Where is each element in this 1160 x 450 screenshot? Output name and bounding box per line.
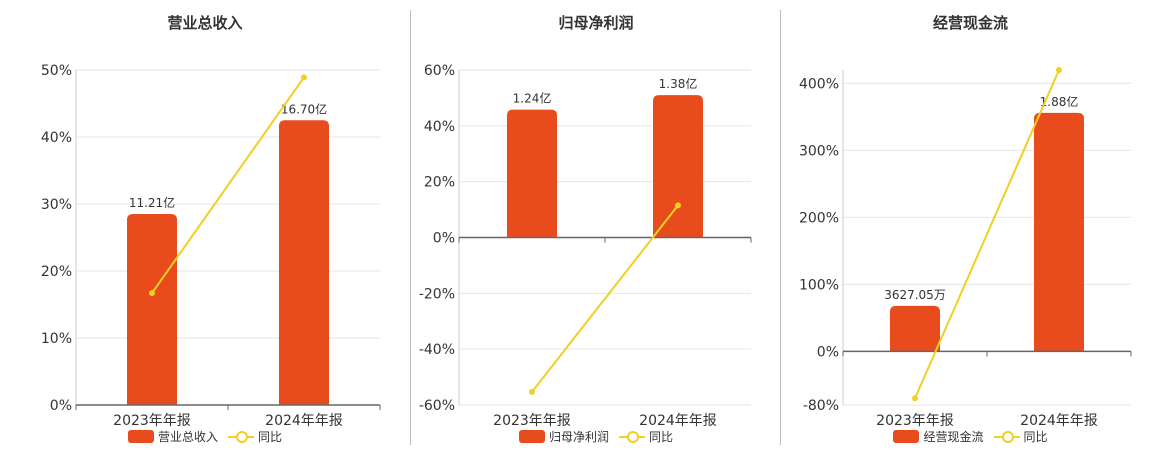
legend-line-swatch bbox=[228, 430, 254, 443]
yoy-point bbox=[912, 395, 918, 402]
y-tick-label: 20% bbox=[41, 264, 72, 280]
legend-item-line[interactable]: 同比 bbox=[228, 428, 282, 445]
chart-revenue: 0% 10% 20% 30% 40% 50% 11.21亿 16.70亿 2023年年报 2024… bbox=[41, 63, 381, 429]
y-tick-label: 100% bbox=[799, 277, 839, 293]
y-tick-label: 60% bbox=[424, 63, 455, 79]
y-tick-label: 20% bbox=[424, 175, 455, 191]
yoy-point bbox=[675, 202, 681, 209]
category-label: 2023年年报 bbox=[493, 413, 571, 429]
panel-cash-flow: 经营现金流 -80% 0% 100% 200% 300% 400% 3627.05万 1.88… bbox=[781, 0, 1160, 450]
y-tick-label: 400% bbox=[799, 76, 839, 92]
chart-title: 营业总收入 bbox=[167, 14, 243, 32]
legend-item-line[interactable]: 同比 bbox=[619, 428, 673, 445]
y-tick-label: 200% bbox=[799, 210, 839, 226]
yoy-line bbox=[151, 76, 305, 294]
y-tick-label: -40% bbox=[419, 342, 455, 358]
legend-label: 归母净利润 bbox=[548, 430, 609, 444]
data-label: 1.24亿 bbox=[513, 91, 552, 106]
legend: 经营现金流 同比 bbox=[781, 428, 1160, 445]
bar bbox=[1034, 112, 1084, 352]
category-label: 2023年年报 bbox=[113, 413, 191, 429]
legend-bar-swatch bbox=[518, 430, 545, 443]
legend-label: 同比 bbox=[649, 430, 674, 444]
bar bbox=[653, 95, 703, 238]
legend-bar-swatch bbox=[127, 430, 154, 443]
data-label: 11.21亿 bbox=[129, 195, 175, 210]
chart-cash-flow: -80% 0% 100% 200% 300% 400% 3627.05万 1.88亿 2023年… bbox=[799, 67, 1132, 429]
yoy-point bbox=[529, 388, 535, 395]
legend-label: 营业总收入 bbox=[157, 430, 218, 444]
y-tick-label: 50% bbox=[41, 63, 72, 79]
legend: 归母净利润 同比 bbox=[411, 428, 781, 445]
bar bbox=[507, 109, 557, 238]
category-label: 2023年年报 bbox=[876, 413, 954, 429]
data-label: 16.70亿 bbox=[281, 101, 327, 116]
panel-divider bbox=[410, 10, 411, 445]
y-tick-label: 0% bbox=[433, 231, 455, 247]
legend-line-swatch bbox=[993, 430, 1020, 443]
chart-title: 归母净利润 bbox=[558, 14, 634, 32]
panel-divider bbox=[780, 10, 781, 445]
y-tick-label: 40% bbox=[41, 130, 72, 146]
bar bbox=[127, 214, 177, 405]
legend-bar-swatch bbox=[893, 430, 920, 443]
yoy-point bbox=[301, 74, 307, 81]
yoy-point bbox=[1056, 67, 1062, 73]
y-tick-label: -20% bbox=[419, 286, 455, 302]
y-tick-label: 30% bbox=[41, 197, 72, 213]
y-tick-label: 0% bbox=[817, 344, 839, 360]
legend-item-bar[interactable]: 营业总收入 bbox=[127, 428, 218, 445]
bar bbox=[279, 120, 329, 405]
category-label: 2024年年报 bbox=[265, 413, 343, 429]
legend-label: 经营现金流 bbox=[923, 430, 984, 444]
yoy-point bbox=[149, 290, 155, 297]
data-label: 1.38亿 bbox=[659, 76, 698, 91]
data-label: 1.88亿 bbox=[1040, 94, 1079, 109]
y-tick-label: -80% bbox=[803, 398, 839, 414]
panel-revenue: 营业总收入 0% 10% 20% 30% 40% 50% 11.21亿 16.70亿 2023年… bbox=[0, 0, 410, 450]
legend-label: 同比 bbox=[258, 430, 283, 444]
category-label: 2024年年报 bbox=[1020, 413, 1098, 429]
y-tick-label: 40% bbox=[424, 119, 455, 135]
panel-net-profit: 归母净利润 -60% -40% -20% 0% 20% 40% 60% 1.24亿 1.38亿 2… bbox=[411, 0, 781, 450]
y-tick-label: 0% bbox=[50, 398, 72, 414]
legend-label: 同比 bbox=[1023, 430, 1048, 444]
yoy-line bbox=[531, 204, 679, 393]
y-tick-label: 10% bbox=[41, 331, 72, 347]
y-tick-label: -60% bbox=[419, 398, 455, 414]
y-tick-label: 300% bbox=[799, 143, 839, 159]
data-label: 3627.05万 bbox=[884, 288, 946, 302]
chart-title: 经营现金流 bbox=[932, 14, 1008, 32]
legend: 营业总收入 同比 bbox=[0, 428, 410, 445]
yoy-line bbox=[914, 69, 1060, 399]
legend-item-bar[interactable]: 归母净利润 bbox=[518, 428, 609, 445]
category-label: 2024年年报 bbox=[639, 413, 717, 429]
legend-item-line[interactable]: 同比 bbox=[993, 428, 1048, 445]
chart-net-profit: -60% -40% -20% 0% 20% 40% 60% 1.24亿 1.38亿 2023年年报… bbox=[419, 63, 752, 429]
bar bbox=[890, 305, 940, 352]
legend-line-swatch bbox=[619, 430, 645, 443]
legend-item-bar[interactable]: 经营现金流 bbox=[893, 428, 984, 445]
